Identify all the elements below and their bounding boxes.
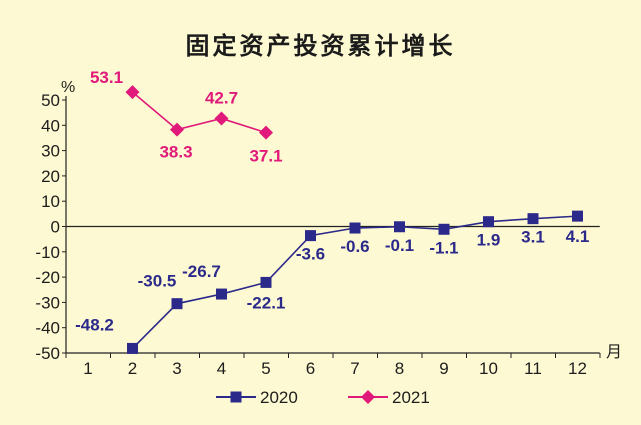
data-label: -1.1: [429, 238, 458, 257]
x-tick-label: 8: [395, 359, 404, 378]
series-2020-point: [171, 298, 183, 310]
x-tick-label: 10: [479, 359, 498, 378]
series-2020-point: [394, 221, 405, 233]
y-tick-label: 50: [41, 91, 60, 110]
data-label: 4.1: [566, 227, 590, 246]
data-label: -22.1: [247, 293, 286, 312]
legend-label: 2021: [392, 388, 430, 407]
y-tick-label: 0: [51, 218, 60, 237]
x-tick-label: 7: [350, 359, 359, 378]
series-2020-point: [349, 222, 361, 234]
series-2021-point: [170, 122, 184, 137]
series-2021-point: [259, 125, 273, 140]
x-tick-label: 11: [524, 359, 542, 378]
y-tick-label: 20: [41, 167, 60, 186]
y-tick-label: -40: [35, 319, 60, 338]
y-tick-label: 30: [41, 142, 60, 161]
x-tick-label: 2: [128, 359, 137, 378]
legend-label: 2020: [260, 388, 298, 407]
data-label: 1.9: [477, 231, 501, 250]
data-label: 37.1: [249, 147, 282, 166]
data-label: -3.6: [296, 245, 325, 264]
data-label: 53.1: [90, 68, 123, 87]
y-tick-label: -10: [35, 243, 60, 262]
series-2020-point: [305, 230, 316, 242]
series-2020-point: [527, 213, 539, 225]
series-2020-point: [216, 288, 227, 300]
x-tick-label: 1: [83, 359, 92, 378]
series-2020-line: [131, 215, 578, 350]
x-tick-label: 9: [439, 359, 448, 378]
series-2020-point: [127, 342, 138, 354]
chart-title: 固定资产投资累计增长: [185, 31, 456, 60]
data-label: -0.1: [385, 236, 414, 255]
x-axis-unit: 月: [606, 344, 622, 361]
x-tick-label: 5: [261, 359, 270, 378]
series-2020-point: [572, 210, 583, 222]
data-label: -26.7: [182, 262, 221, 281]
series-2020-point: [438, 223, 450, 235]
series-2021-point: [214, 111, 229, 126]
x-tick-label: 12: [568, 359, 587, 378]
y-tick-label: 40: [41, 116, 60, 135]
data-label: -30.5: [138, 272, 177, 291]
y-tick-label: 10: [41, 192, 60, 211]
data-label: 3.1: [521, 228, 545, 247]
series-2020-point: [260, 276, 272, 288]
data-label: -0.6: [340, 237, 369, 256]
series-2021-line: [131, 91, 267, 134]
y-tick-label: -20: [35, 268, 60, 287]
y-tick-label: -50: [35, 344, 60, 363]
legend-marker: [361, 390, 375, 404]
y-tick-label: -30: [35, 293, 60, 312]
x-tick-label: 4: [217, 359, 226, 378]
series-2021-point: [125, 85, 140, 100]
data-label: 38.3: [159, 143, 192, 162]
series-2020-point: [483, 216, 494, 228]
data-label: 42.7: [205, 88, 238, 107]
x-tick-label: 6: [306, 359, 315, 378]
y-axis-unit: %: [61, 79, 75, 96]
x-tick-label: 3: [172, 359, 181, 378]
data-label: -48.2: [75, 315, 114, 334]
legend-marker: [230, 391, 242, 403]
